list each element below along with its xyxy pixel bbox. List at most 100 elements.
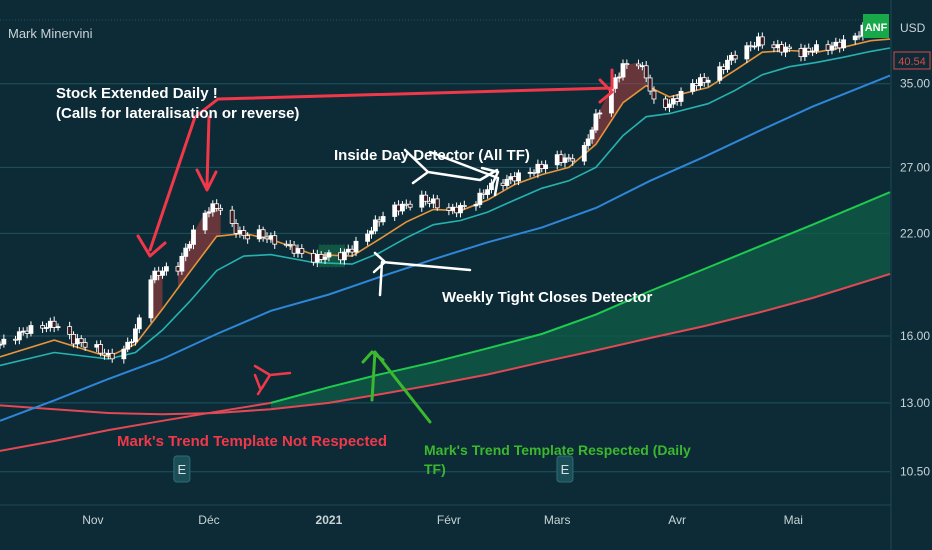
candle-body <box>512 176 518 182</box>
candle-body <box>748 45 754 48</box>
tt-respected-arrow <box>361 350 432 424</box>
candle-body <box>783 46 788 53</box>
candle-body <box>779 44 785 53</box>
candle-body <box>841 39 846 49</box>
candle-body <box>380 216 386 223</box>
candle-body <box>825 44 831 51</box>
candle-body <box>527 171 533 174</box>
candle-body <box>349 248 355 253</box>
candle-body <box>725 59 730 70</box>
earnings-label: E <box>178 462 187 477</box>
extended-day-fill <box>150 270 163 324</box>
candle-body <box>403 203 409 206</box>
candle-body <box>705 79 711 83</box>
candle-body <box>651 90 657 100</box>
annotation-stock-extended: (Calls for lateralisation or reverse) <box>56 105 299 122</box>
annotation-weekly-tight: Weekly Tight Closes Detector <box>442 289 653 306</box>
candle-body <box>102 352 107 356</box>
candle-body <box>326 252 332 258</box>
candle-body <box>597 112 603 115</box>
candle-body <box>365 233 371 242</box>
tt-not-respected-arrow <box>253 364 292 396</box>
extended-day-fill <box>592 62 647 148</box>
candle-body <box>407 203 413 208</box>
candle-body <box>504 178 510 186</box>
candle-body <box>759 36 765 46</box>
candle-body <box>798 48 804 58</box>
candle-body <box>620 63 626 78</box>
candle-body <box>419 194 425 208</box>
candle-body <box>94 344 100 348</box>
candle-body <box>125 341 131 350</box>
candle-body <box>856 35 862 38</box>
candle-body <box>489 182 494 191</box>
candle-body <box>814 44 819 52</box>
candle-body <box>450 206 456 211</box>
candle-body <box>454 206 460 214</box>
candle-body <box>338 252 343 261</box>
candle-body <box>214 203 220 209</box>
candle-body <box>477 192 483 205</box>
candle-body <box>508 176 514 180</box>
sma-lower-line <box>0 272 891 416</box>
candle-body <box>179 255 185 272</box>
candle-body <box>543 164 549 169</box>
candle-body <box>775 44 781 49</box>
candle-body <box>40 325 45 329</box>
x-tick-label: Nov <box>82 513 103 527</box>
extended-arrow-long <box>193 68 614 119</box>
last-price-label: 40.54 <box>898 56 926 68</box>
candle-body <box>175 266 181 272</box>
candle-body <box>295 248 301 254</box>
extended-arrow-2 <box>195 115 218 192</box>
candle-body <box>268 235 274 240</box>
candle-body <box>256 229 262 240</box>
candle-body <box>829 45 835 51</box>
x-tick-label: Mai <box>784 513 803 527</box>
candle-body <box>202 212 208 231</box>
x-tick-label: Févr <box>437 513 461 527</box>
candle-body <box>148 279 154 319</box>
candle-body <box>218 207 223 211</box>
candle-body <box>24 330 30 334</box>
candle-body <box>771 44 777 49</box>
candle-body <box>105 352 111 356</box>
annotation-tt-respected: TF) <box>424 461 446 477</box>
candle-body <box>728 54 734 61</box>
candle-body <box>136 317 142 330</box>
candle-body <box>187 243 193 249</box>
candle-body <box>311 252 316 263</box>
y-tick-label: 22.00 <box>900 226 930 240</box>
candle-body <box>566 157 572 160</box>
annotation-stock-extended: Stock Extended Daily ! <box>56 85 218 102</box>
candle-body <box>47 320 53 328</box>
candle-body <box>369 230 374 235</box>
candle-body <box>663 98 668 108</box>
candle-body <box>272 235 278 245</box>
candle-body <box>802 47 808 58</box>
sma-150-line <box>0 74 891 422</box>
candle-body <box>585 138 591 146</box>
candle-body <box>570 158 576 162</box>
candle-body <box>341 251 347 261</box>
candle-body <box>16 331 22 341</box>
candle-body <box>427 200 432 204</box>
inside-day-arrow-2 <box>428 150 500 197</box>
candle-body <box>299 248 305 254</box>
candle-body <box>756 36 761 47</box>
candle-body <box>744 45 750 60</box>
candle-body <box>183 247 189 257</box>
tt-not-respected-tick <box>253 373 262 390</box>
trend-template-respected-fill <box>270 192 890 410</box>
candle-body <box>461 205 467 207</box>
candle-body <box>616 76 622 79</box>
candle-body <box>473 204 479 207</box>
candle-body <box>678 90 684 102</box>
candle-body <box>593 113 599 131</box>
candle-body <box>434 198 440 209</box>
trend-template-fill <box>150 62 890 410</box>
candle-body <box>82 342 88 348</box>
symbol-badge[interactable] <box>863 14 889 38</box>
